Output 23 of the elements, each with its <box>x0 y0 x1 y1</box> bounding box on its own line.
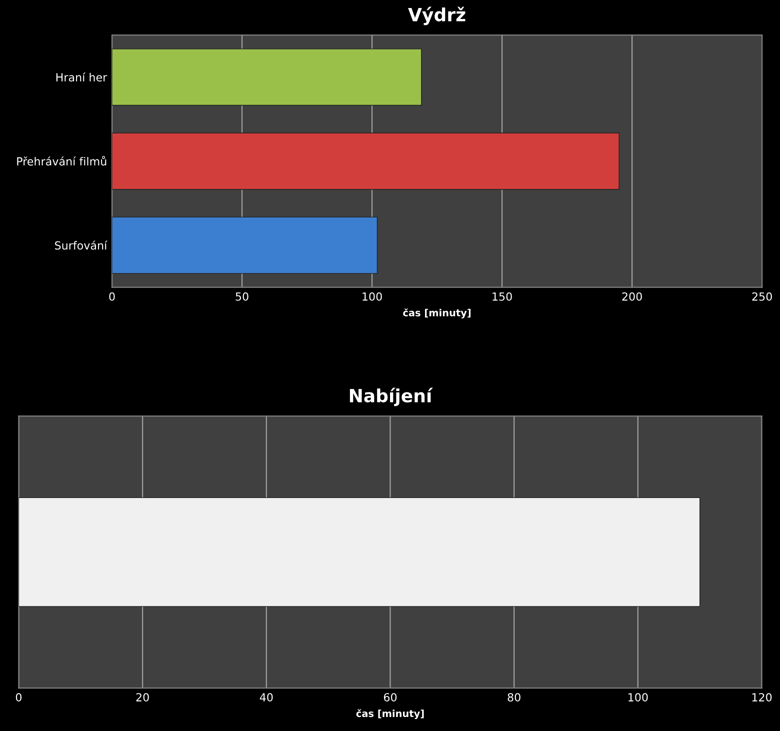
x-tick-label: 80 <box>508 693 520 702</box>
chart-title: Nabíjení <box>350 388 433 406</box>
x-tick-label: 100 <box>362 292 382 301</box>
bar <box>112 132 620 190</box>
x-axis-title: čas [minuty] <box>356 709 424 720</box>
x-tick-label: 60 <box>384 693 397 702</box>
x-tick-label: 0 <box>16 693 22 702</box>
x-tick-label: 0 <box>109 292 115 301</box>
x-axis-title: čas [minuty] <box>403 308 471 318</box>
x-tick-label: 250 <box>752 292 772 301</box>
x-tick-label: 100 <box>628 693 648 702</box>
bar <box>112 48 422 106</box>
x-tick-label: 20 <box>136 693 149 702</box>
y-tick-label: Surfování <box>54 240 108 250</box>
chart-title: Výdrž <box>408 6 466 26</box>
x-tick-label: 150 <box>492 292 512 301</box>
x-tick-label: 50 <box>236 292 248 301</box>
x-tick-label: 200 <box>622 292 642 301</box>
bar <box>112 216 378 274</box>
x-tick-label: 40 <box>260 693 273 702</box>
y-tick-label: Přehrávání filmů <box>17 156 106 166</box>
y-tick-label: Hraní her <box>56 72 108 82</box>
x-tick-label: 120 <box>752 693 772 702</box>
